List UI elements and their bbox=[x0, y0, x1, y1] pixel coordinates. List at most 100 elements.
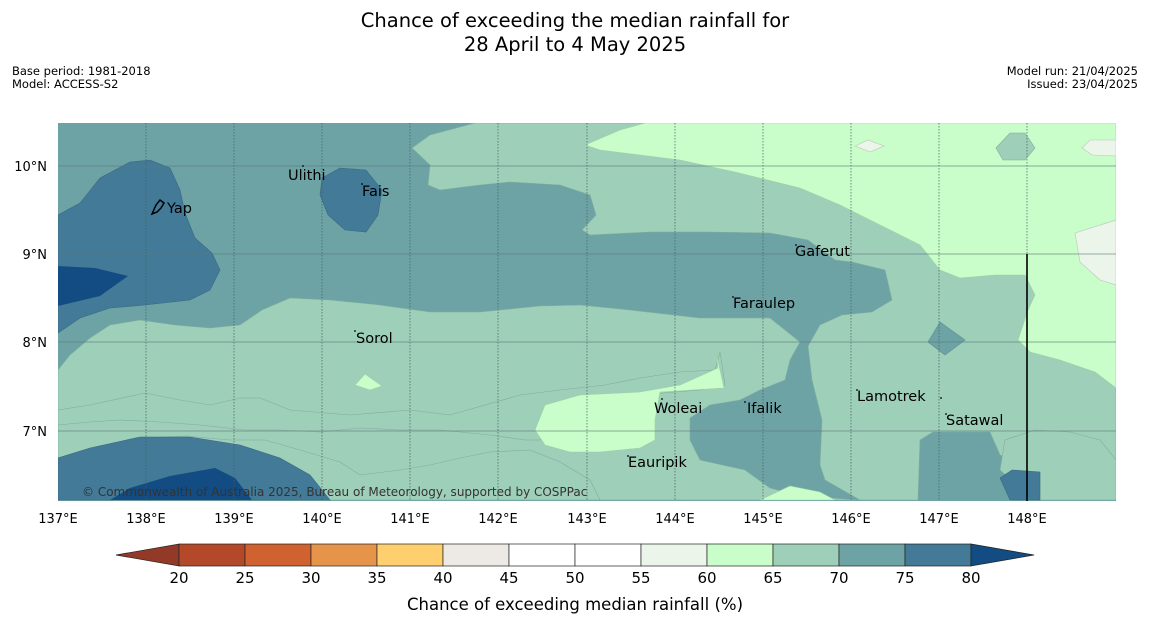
woleai-island-icon bbox=[661, 398, 663, 400]
model-run: Model run: 21/04/2025 bbox=[1006, 64, 1138, 78]
colorbar-cell bbox=[310, 543, 378, 567]
colorbar-tick-label: 60 bbox=[697, 569, 716, 587]
island-markers bbox=[150, 165, 947, 457]
contour-80-southwest bbox=[110, 468, 252, 500]
gaferut-island-icon bbox=[795, 244, 797, 246]
colorbar-tick-label: 25 bbox=[235, 569, 254, 587]
lon-tick-label: 144°E bbox=[655, 512, 695, 527]
contour-55-60-small bbox=[854, 139, 885, 153]
place-label-ifalik: Ifalik bbox=[747, 401, 782, 417]
place-label-satawal: Satawal bbox=[946, 413, 1003, 429]
colorbar-tick-label: 55 bbox=[631, 569, 650, 587]
place-label-ulithi: Ulithi bbox=[288, 168, 326, 184]
lon-tick-label: 143°E bbox=[567, 512, 607, 527]
colorbar: 20 25 30 35 40 45 50 55 60 65 70 75 80 Chance of exc… bbox=[115, 543, 1035, 614]
place-label-fais: Fais bbox=[362, 184, 389, 200]
colorbar-cell bbox=[178, 543, 246, 567]
lat-tick-label: 10°N bbox=[14, 160, 47, 175]
contour-55-60-northeast bbox=[1081, 139, 1116, 157]
satawal-island-icon bbox=[945, 413, 947, 415]
colorbar-cell bbox=[706, 543, 774, 567]
sorol-island-icon bbox=[354, 330, 356, 332]
place-label-eauripik: Eauripik bbox=[628, 455, 687, 471]
colorbar-cell bbox=[772, 543, 840, 567]
colorbar-tick-label: 20 bbox=[169, 569, 188, 587]
colorbar-cell bbox=[574, 543, 642, 567]
lat-tick-label: 9°N bbox=[23, 248, 48, 263]
colorbar-tick-label: 30 bbox=[301, 569, 320, 587]
colorbar-tick-label: 45 bbox=[499, 569, 518, 587]
lon-tick-label: 145°E bbox=[743, 512, 783, 527]
colorbar-cells bbox=[178, 543, 972, 567]
lat-tick-label: 7°N bbox=[23, 425, 48, 440]
title-line-1: Chance of exceeding the median rainfall … bbox=[360, 9, 790, 32]
model-name: Model: ACCESS-S2 bbox=[12, 77, 119, 91]
colorbar-tick-label: 35 bbox=[367, 569, 386, 587]
lon-tick-label: 148°E bbox=[1007, 512, 1047, 527]
colorbar-tick-label: 75 bbox=[895, 569, 914, 587]
meta-right: Model run: 21/04/2025 Issued: 23/04/2025 bbox=[1007, 65, 1138, 91]
lon-tick-label: 137°E bbox=[38, 512, 78, 527]
colorbar-label: Chance of exceeding median rainfall (%) bbox=[407, 595, 743, 614]
colorbar-cell bbox=[640, 543, 708, 567]
lon-tick-label: 140°E bbox=[302, 512, 342, 527]
lon-tick-label: 141°E bbox=[390, 512, 430, 527]
map-area: Ulithi Yap Fais Gaferut Faraulep Sorol L… bbox=[58, 123, 1116, 501]
colorbar-tick-label: 80 bbox=[961, 569, 980, 587]
colorbar-tick-label: 70 bbox=[829, 569, 848, 587]
title-line-2: 28 April to 4 May 2025 bbox=[463, 33, 687, 56]
place-label-woleai: Woleai bbox=[654, 401, 702, 417]
colorbar-cell bbox=[376, 543, 444, 567]
contour-65-70-patch bbox=[995, 132, 1036, 161]
lon-tick-label: 147°E bbox=[919, 512, 959, 527]
place-label-gaferut: Gaferut bbox=[795, 244, 850, 260]
colorbar-tick-label: 40 bbox=[433, 569, 452, 587]
colorbar-under-triangle bbox=[115, 543, 180, 567]
lon-tick-label: 139°E bbox=[214, 512, 254, 527]
place-label-lamotrek: Lamotrek bbox=[857, 389, 926, 405]
latitude-tick-labels: 10°N 9°N 8°N 7°N bbox=[14, 160, 47, 440]
lamotrek-island-icon bbox=[856, 389, 858, 391]
yap-island-icon bbox=[150, 198, 165, 216]
elato-island-icon bbox=[940, 397, 942, 399]
fais-island-icon bbox=[361, 183, 363, 185]
colorbar-tick-label: 50 bbox=[565, 569, 584, 587]
colorbar-cell bbox=[838, 543, 906, 567]
lon-tick-label: 138°E bbox=[126, 512, 166, 527]
place-label-yap: Yap bbox=[166, 201, 192, 217]
contour-65-70-central bbox=[58, 297, 861, 501]
contour-75-80-southeast bbox=[999, 469, 1041, 501]
colorbar-cell bbox=[442, 543, 510, 567]
latitude-lines bbox=[58, 165, 1116, 432]
ifalik-island-icon bbox=[744, 401, 746, 403]
contour-60-65-northeast bbox=[584, 123, 1116, 389]
lon-tick-label: 146°E bbox=[831, 512, 871, 527]
contour-80-west bbox=[58, 266, 128, 306]
copyright-notice: © Commonwealth of Australia 2025, Bureau… bbox=[82, 485, 587, 499]
lon-tick-label: 142°E bbox=[478, 512, 518, 527]
longitude-tick-labels: 137°E 138°E 139°E 140°E 141°E 142°E 143°… bbox=[38, 512, 1047, 527]
meta-left: Base period: 1981-2018 Model: ACCESS-S2 bbox=[12, 65, 151, 91]
contour-60-65-south bbox=[759, 485, 836, 501]
colorbar-cell bbox=[508, 543, 576, 567]
base-period: Base period: 1981-2018 bbox=[12, 64, 151, 78]
chart-title: Chance of exceeding the median rainfall … bbox=[0, 9, 1150, 57]
colorbar-over-triangle bbox=[970, 543, 1035, 567]
contour-55-60-east bbox=[1074, 219, 1116, 286]
contour-60-65-sorol bbox=[354, 373, 383, 391]
faraulep-island-icon bbox=[732, 296, 734, 298]
contour-60-65-central bbox=[534, 351, 725, 453]
colorbar-tick-labels: 20 25 30 35 40 45 50 55 60 65 70 75 80 bbox=[169, 569, 980, 587]
lat-tick-label: 8°N bbox=[23, 336, 48, 351]
place-label-sorol: Sorol bbox=[356, 331, 393, 347]
place-label-faraulep: Faraulep bbox=[733, 296, 795, 312]
colorbar-cell bbox=[244, 543, 312, 567]
eauripik-island-icon bbox=[627, 455, 629, 457]
issued-date: Issued: 23/04/2025 bbox=[1027, 77, 1138, 91]
colorbar-cell bbox=[904, 543, 972, 567]
colorbar-tick-label: 65 bbox=[763, 569, 782, 587]
contour-70-75-ne-patch bbox=[927, 321, 966, 356]
contour-75-80-fais bbox=[319, 167, 383, 233]
ulithi-island-icon bbox=[302, 165, 304, 167]
